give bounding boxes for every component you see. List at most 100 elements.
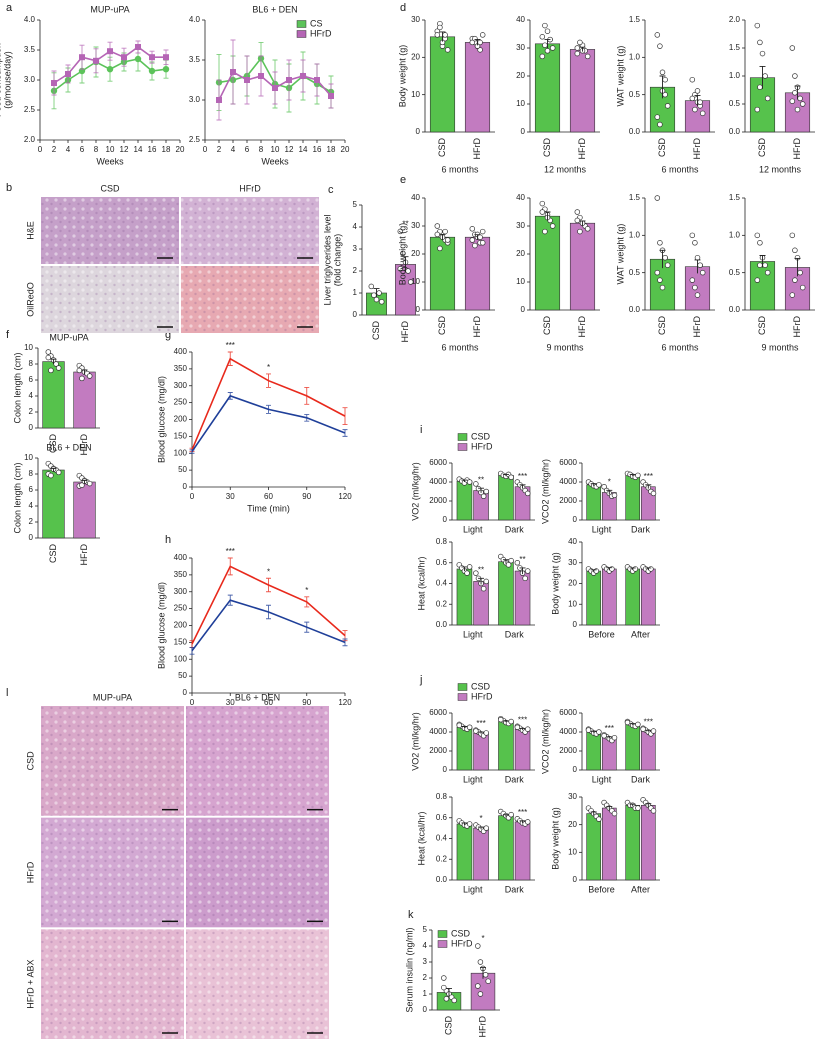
x-axis-label: 6 months bbox=[661, 342, 699, 352]
data-point bbox=[464, 570, 470, 576]
error-bar bbox=[629, 723, 636, 726]
y-tick-label: 10 bbox=[24, 343, 33, 352]
micrograph-texture bbox=[181, 266, 319, 333]
data-point bbox=[483, 488, 490, 495]
data-point bbox=[434, 32, 441, 38]
error-bar bbox=[694, 94, 701, 106]
x-tick-label: CSD bbox=[657, 316, 667, 336]
y-tick-label: 8 bbox=[29, 359, 34, 368]
error-bar bbox=[304, 413, 310, 422]
y-tick-label: 5 bbox=[423, 925, 428, 934]
y-tick-label: 30 bbox=[516, 43, 525, 52]
data-point bbox=[473, 481, 479, 487]
x-tick-label: CSD bbox=[542, 138, 552, 158]
y-tick-label: 20 bbox=[516, 249, 525, 258]
y-tick-label: 0.2 bbox=[436, 854, 448, 863]
data-point bbox=[650, 728, 657, 734]
y-tick-label: 50 bbox=[178, 671, 187, 680]
row-label: HFrD bbox=[25, 861, 35, 883]
x-tick-label: 120 bbox=[338, 492, 352, 501]
y-tick-label: 50 bbox=[178, 465, 187, 474]
bar bbox=[456, 480, 473, 521]
data-point bbox=[759, 50, 766, 57]
marker bbox=[51, 80, 57, 86]
x-tick-label: 10 bbox=[106, 145, 115, 154]
data-point bbox=[611, 734, 618, 741]
chart-title: MUP-uPA bbox=[49, 332, 88, 342]
x-tick-label: 120 bbox=[338, 698, 352, 707]
data-point bbox=[596, 729, 602, 735]
x-tick-label: 20 bbox=[176, 145, 185, 154]
x-tick-label: 60 bbox=[264, 698, 273, 707]
bar bbox=[601, 807, 617, 881]
y-tick-label: 0 bbox=[29, 423, 34, 432]
panel-letter: c bbox=[328, 184, 334, 196]
significance: *** bbox=[644, 472, 653, 481]
data-point bbox=[659, 69, 666, 76]
column-label: BL6 + DEN bbox=[235, 692, 280, 702]
x-tick-label: CSD bbox=[757, 138, 767, 158]
y-tick-label: 6 bbox=[29, 375, 34, 384]
data-point bbox=[694, 88, 701, 94]
y-tick-label: 6000 bbox=[559, 458, 577, 467]
data-point bbox=[601, 484, 607, 490]
bar bbox=[640, 568, 656, 626]
chart-title: BL6 + DEN bbox=[46, 442, 91, 452]
data-point bbox=[697, 99, 703, 105]
x-tick-label: Light bbox=[463, 524, 483, 534]
data-point bbox=[45, 354, 52, 361]
marker bbox=[272, 85, 278, 91]
error-bar bbox=[590, 811, 597, 816]
error-bar bbox=[189, 449, 195, 454]
y-tick-label: 0.5 bbox=[729, 268, 741, 277]
y-tick-label: 2000 bbox=[559, 496, 577, 505]
x-tick-label: After bbox=[631, 884, 650, 894]
data-point bbox=[692, 284, 698, 291]
data-point bbox=[762, 262, 768, 268]
error-bar bbox=[606, 736, 613, 739]
y-tick-label: 0 bbox=[521, 305, 526, 314]
y-tick-label: 200 bbox=[174, 415, 188, 424]
x-tick-label: Before bbox=[588, 629, 615, 639]
error-bar bbox=[519, 820, 526, 823]
error-bar bbox=[266, 604, 271, 620]
bar bbox=[42, 469, 65, 539]
data-point bbox=[542, 228, 548, 235]
panel-letter: a bbox=[6, 2, 13, 14]
error-bar bbox=[402, 256, 409, 273]
x-tick-label: 30 bbox=[226, 492, 235, 501]
x-tick-label: HFrD bbox=[79, 434, 89, 456]
data-point bbox=[479, 240, 486, 246]
error-bar bbox=[478, 577, 485, 585]
data-point bbox=[442, 32, 448, 38]
error-bar bbox=[474, 38, 481, 46]
panel-letter: g bbox=[165, 329, 171, 341]
bar bbox=[464, 236, 491, 311]
x-tick-label: 60 bbox=[264, 492, 273, 501]
marker bbox=[162, 66, 170, 73]
marker bbox=[148, 67, 156, 75]
data-point bbox=[539, 34, 546, 40]
bar bbox=[534, 215, 561, 311]
error-bar bbox=[446, 987, 452, 997]
panel-letter: j bbox=[419, 674, 422, 686]
data-point bbox=[443, 996, 450, 1002]
error-bar bbox=[227, 594, 233, 606]
y-tick-label: 0.6 bbox=[436, 813, 448, 822]
data-point bbox=[659, 284, 666, 291]
error-bar bbox=[81, 369, 88, 374]
data-point bbox=[79, 482, 85, 488]
data-point bbox=[451, 997, 457, 1004]
x-axis-label: 9 months bbox=[546, 342, 584, 352]
data-point bbox=[86, 480, 93, 487]
data-point bbox=[654, 114, 661, 120]
error-bar bbox=[590, 483, 597, 486]
error-bar bbox=[439, 233, 446, 240]
y-tick-label: 6000 bbox=[429, 458, 447, 467]
data-point bbox=[657, 43, 663, 49]
y-tick-label: 3.5 bbox=[189, 55, 201, 64]
data-point bbox=[434, 223, 441, 229]
bar bbox=[640, 804, 656, 881]
y-tick-label: 1.0 bbox=[729, 71, 741, 80]
data-point bbox=[466, 479, 473, 485]
